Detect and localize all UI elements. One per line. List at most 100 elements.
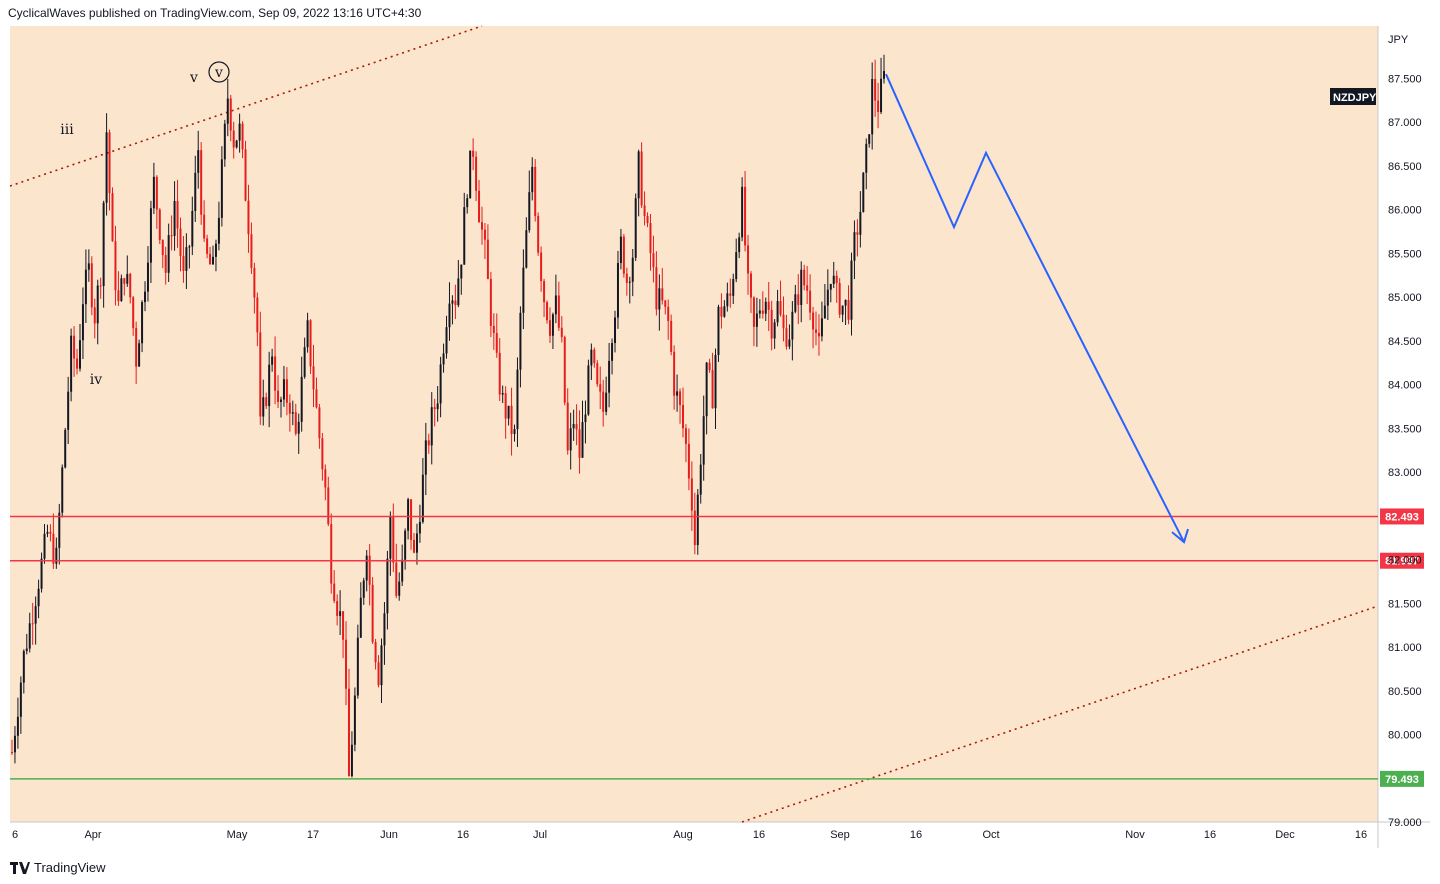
candle bbox=[749, 270, 752, 314]
projection-arrowhead bbox=[1171, 528, 1189, 544]
candle bbox=[321, 432, 324, 481]
candle bbox=[770, 300, 773, 351]
candle bbox=[548, 307, 551, 343]
y-tick-label: 79.000 bbox=[1388, 817, 1422, 829]
candle bbox=[232, 121, 235, 159]
candle bbox=[540, 246, 543, 292]
candle bbox=[534, 159, 537, 222]
candle bbox=[676, 374, 679, 412]
candle bbox=[696, 489, 699, 555]
y-tick-label: 85.500 bbox=[1388, 248, 1422, 260]
candle bbox=[155, 175, 158, 229]
x-tick-label: Jul bbox=[533, 829, 547, 841]
candle bbox=[274, 336, 277, 405]
candle bbox=[681, 387, 684, 438]
projection-path[interactable] bbox=[885, 73, 1189, 544]
candle bbox=[723, 300, 726, 318]
candle bbox=[566, 388, 569, 455]
candle bbox=[720, 293, 723, 329]
y-tick-label: 80.500 bbox=[1388, 686, 1422, 698]
candles-group bbox=[11, 54, 885, 778]
candle bbox=[226, 78, 229, 137]
candle bbox=[637, 149, 640, 217]
y-tick-label: 87.000 bbox=[1388, 117, 1422, 129]
candle bbox=[699, 453, 702, 504]
symbol-label: NZDJPY bbox=[1333, 92, 1377, 104]
candle bbox=[634, 193, 637, 262]
candle bbox=[49, 524, 52, 542]
candle bbox=[791, 301, 794, 361]
candle bbox=[380, 638, 383, 704]
candle bbox=[16, 697, 19, 749]
candle bbox=[176, 179, 179, 248]
candle bbox=[690, 461, 693, 531]
candle bbox=[513, 424, 516, 442]
candle bbox=[563, 335, 566, 406]
candle bbox=[865, 138, 868, 190]
candle bbox=[259, 311, 262, 425]
candle bbox=[643, 191, 646, 226]
candle bbox=[73, 326, 76, 377]
candle bbox=[445, 315, 448, 359]
candle bbox=[478, 179, 481, 223]
candle bbox=[823, 284, 826, 319]
y-tick-label: 83.000 bbox=[1388, 467, 1422, 479]
candle bbox=[752, 296, 755, 347]
horizontal-levels[interactable]: 82.493 81.987 79.493 bbox=[10, 508, 1424, 787]
candle bbox=[167, 223, 170, 282]
candle bbox=[838, 278, 841, 319]
candle bbox=[705, 361, 708, 435]
candle bbox=[389, 511, 392, 576]
candle bbox=[149, 200, 152, 283]
candle bbox=[611, 338, 614, 375]
candle bbox=[658, 274, 661, 331]
x-tick-label: 17 bbox=[307, 829, 319, 841]
candle bbox=[291, 400, 294, 426]
x-tick-label: 16 bbox=[457, 829, 469, 841]
candle bbox=[55, 537, 58, 569]
wave-label: v bbox=[189, 70, 198, 86]
candle bbox=[203, 200, 206, 242]
candle bbox=[241, 121, 244, 159]
candle bbox=[194, 155, 197, 222]
candle bbox=[386, 550, 389, 630]
candle bbox=[844, 299, 847, 325]
candle bbox=[797, 274, 800, 325]
candle bbox=[670, 314, 673, 356]
projection-line[interactable] bbox=[885, 73, 1185, 543]
candle bbox=[19, 676, 22, 734]
candle bbox=[336, 594, 339, 626]
x-tick-label: 16 bbox=[1204, 829, 1216, 841]
candle bbox=[318, 403, 321, 449]
candle bbox=[794, 284, 797, 314]
candle bbox=[578, 410, 581, 474]
x-tick-label: Aug bbox=[673, 829, 693, 841]
candle bbox=[105, 113, 108, 216]
candle bbox=[460, 264, 463, 295]
candle bbox=[117, 271, 120, 307]
candle bbox=[826, 269, 829, 321]
candle bbox=[785, 314, 788, 350]
candle bbox=[708, 358, 711, 373]
candle bbox=[297, 413, 300, 454]
level-badge bbox=[1380, 552, 1424, 569]
candle bbox=[835, 270, 838, 303]
y-axis-ticks: 87.500 87.000 86.500 86.000 85.500 85.000 84.5… bbox=[1388, 73, 1422, 829]
candle bbox=[253, 262, 256, 314]
candle bbox=[486, 224, 489, 280]
candle bbox=[773, 319, 776, 349]
candle bbox=[200, 142, 203, 225]
candle bbox=[817, 314, 820, 356]
candle bbox=[525, 217, 528, 269]
candle bbox=[587, 359, 590, 416]
candle bbox=[788, 324, 791, 350]
candle bbox=[206, 234, 209, 259]
candle bbox=[345, 621, 348, 706]
candle bbox=[883, 54, 885, 84]
candle bbox=[483, 222, 486, 259]
candle bbox=[250, 222, 253, 274]
candle bbox=[457, 260, 460, 308]
y-tick-label: 85.000 bbox=[1388, 292, 1422, 304]
x-tick-label: 6 bbox=[12, 829, 18, 841]
